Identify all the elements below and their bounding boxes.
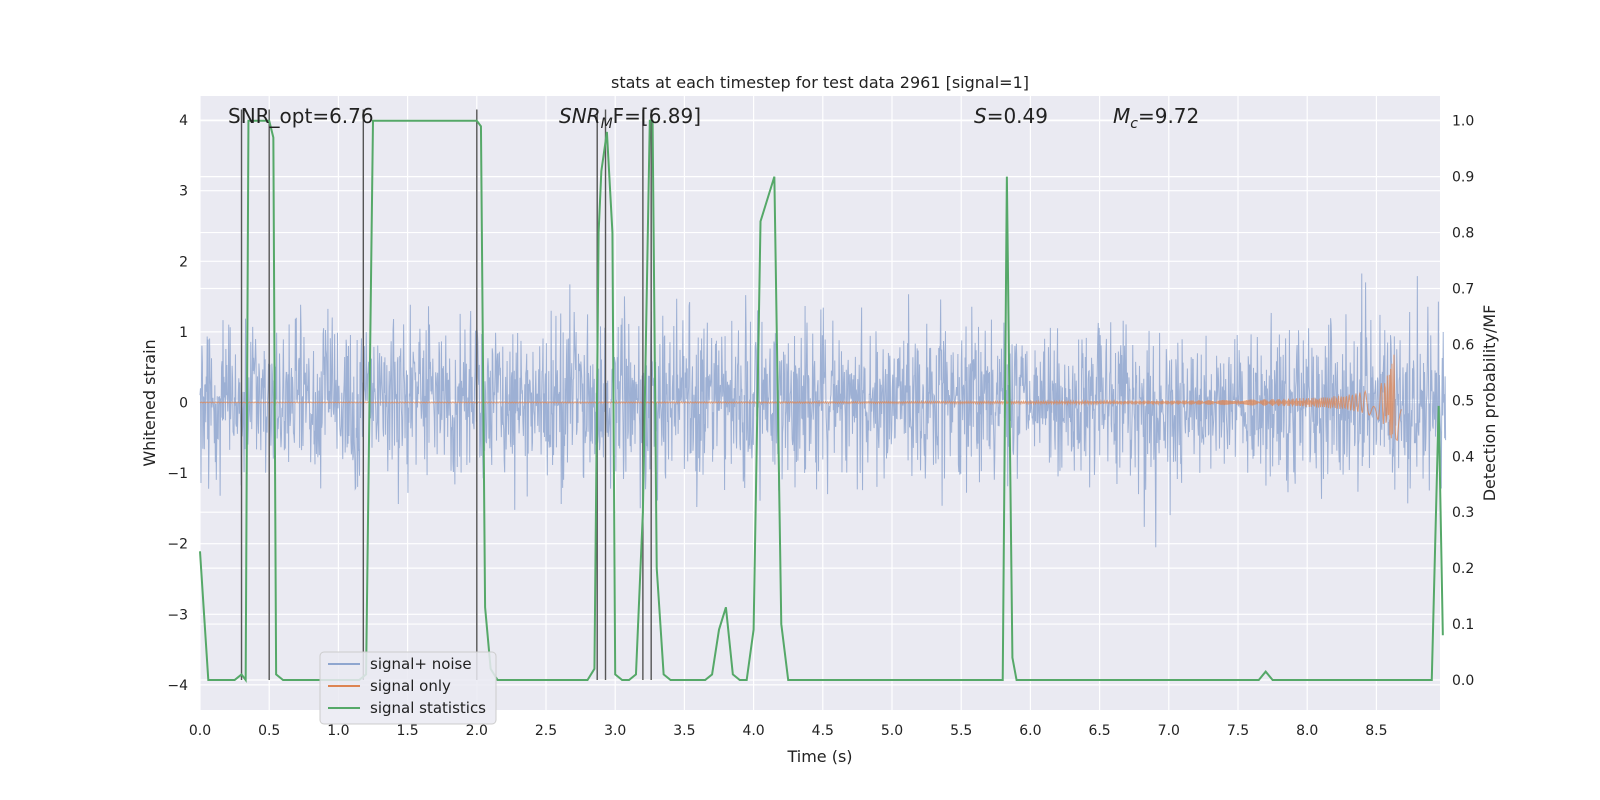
x-tick-label: 5.5 [950,723,972,739]
y-left-tick-label: 0 [179,396,188,412]
signal-trace [199,354,1402,441]
annotation-mc: Mc=9.72 [1113,104,1199,132]
legend: signal+ noise signal only signal statist… [319,651,497,725]
x-tick-label: 3.5 [673,723,695,739]
y-left-tick-label: −1 [167,466,188,482]
x-tick-label: 5.0 [881,723,903,739]
x-tick-label: 6.5 [1088,723,1110,739]
x-tick-label: 1.5 [396,723,418,739]
chart-title: stats at each timestep for test data 296… [611,73,1029,92]
annotation-snr-mf: SNRMF=[6.89] [559,104,701,132]
noise-trace [199,273,1447,548]
y-left-tick-label: 2 [179,254,188,270]
x-tick-label: 7.0 [1158,723,1180,739]
x-tick-label: 8.5 [1365,723,1387,739]
x-tick-label: 6.0 [1019,723,1041,739]
x-tick-label: 2.5 [535,723,557,739]
legend-label-signal-noise: signal+ noise [370,655,472,673]
x-tick-label: 7.5 [1227,723,1249,739]
y-right-tick-label: 0.0 [1452,673,1474,689]
y-right-tick-label: 0.9 [1452,170,1474,186]
y-axis-label-right: Detection probability/MF [1480,305,1499,502]
y-right-tick-label: 0.5 [1452,393,1474,409]
x-axis-label: Time (s) [786,747,852,766]
y-right-tick-label: 1.0 [1452,114,1474,130]
legend-box [319,651,497,725]
y-left-tick-label: 3 [179,184,188,200]
y-left-tick-label: −3 [167,607,188,623]
series-signal-noise [199,273,1447,548]
legend-label-signal-only: signal only [370,677,451,695]
y-left-tick-label: −4 [167,678,188,694]
series-signal-only [199,354,1402,441]
y-left-tick-label: 1 [179,325,188,341]
y-left-tick-label: 4 [179,113,188,129]
y-axis-label-left: Whitened strain [140,339,159,466]
x-tick-label: 4.5 [812,723,834,739]
y-left-tick-label: −2 [167,537,188,553]
x-tick-label: 3.0 [604,723,626,739]
y-right-tick-label: 0.6 [1452,337,1474,353]
x-tick-label: 8.0 [1296,723,1318,739]
x-tick-label: 2.0 [466,723,488,739]
tick-labels: 0.0 0.5 1.0 1.5 2.0 2.5 3.0 3.5 4.0 4.5 5.0 5.5 6.0 6… [167,113,1474,739]
annotation-snr-opt: SNR_opt=6.76 [228,104,374,128]
y-right-tick-label: 0.7 [1452,281,1474,297]
y-right-tick-label: 0.1 [1452,617,1474,633]
x-tick-label: 0.5 [258,723,280,739]
x-tick-label: 1.0 [327,723,349,739]
x-tick-label: 4.0 [742,723,764,739]
y-right-tick-label: 0.2 [1452,561,1474,577]
x-tick-label: 0.0 [189,723,211,739]
annotation-s: S=0.49 [974,104,1048,128]
y-right-tick-label: 0.3 [1452,505,1474,521]
legend-label-signal-statistics: signal statistics [370,699,486,717]
y-right-tick-label: 0.8 [1452,226,1474,242]
y-right-tick-label: 0.4 [1452,449,1474,465]
